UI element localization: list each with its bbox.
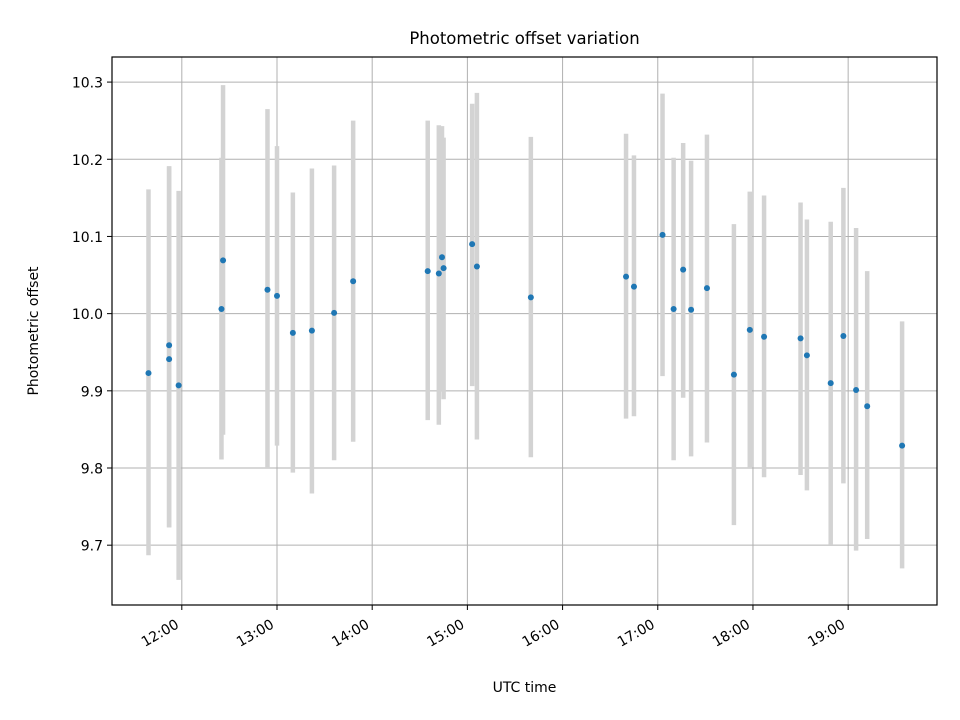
y-tick-label: 10.1: [72, 230, 103, 246]
data-point: [623, 273, 630, 280]
data-point: [864, 403, 871, 410]
chart-title: Photometric offset variation: [409, 29, 639, 48]
data-point: [469, 241, 476, 248]
grid: [112, 57, 937, 605]
data-point: [527, 294, 534, 301]
data-point: [308, 327, 315, 334]
data-point: [274, 292, 280, 299]
data-point: [680, 266, 687, 273]
data-point: [730, 371, 737, 378]
data-point: [761, 333, 768, 340]
data-point: [440, 265, 447, 272]
data-point: [175, 382, 182, 389]
data-point: [659, 231, 666, 238]
data-point: [331, 309, 338, 316]
data-point: [166, 342, 173, 349]
y-tick-label: 10.2: [72, 153, 103, 169]
plot-frame: [111, 56, 938, 606]
y-tick-label: 9.9: [81, 384, 103, 400]
data-point: [853, 387, 860, 394]
data-point: [670, 306, 677, 313]
data-point: [220, 257, 227, 264]
data-point: [264, 286, 271, 293]
data-point: [899, 442, 906, 449]
data-point: [840, 333, 847, 340]
data-point: [424, 268, 431, 275]
data-points: [145, 231, 906, 449]
data-point: [435, 270, 442, 277]
data-point: [218, 306, 225, 313]
data-point: [746, 326, 753, 333]
data-point: [703, 285, 710, 292]
data-point: [439, 254, 445, 261]
data-point: [145, 370, 152, 377]
data-point: [688, 306, 695, 313]
data-point: [350, 278, 357, 285]
y-axis: 9.7 9.8 9.9 10.0 10.1 10.2 10.3: [72, 76, 112, 555]
y-tick-label: 9.7: [81, 539, 103, 555]
y-tick-label: 10.0: [72, 307, 103, 323]
y-tick-label: 10.3: [72, 76, 103, 92]
y-axis-label: Photometric offset: [26, 266, 42, 396]
data-point: [473, 263, 480, 270]
data-point: [289, 329, 296, 336]
data-point: [803, 352, 810, 359]
data-point: [827, 380, 834, 387]
x-axis-label: UTC time: [493, 680, 557, 696]
y-tick-label: 9.8: [81, 462, 103, 478]
data-point: [630, 283, 637, 290]
data-point: [166, 356, 173, 363]
data-point: [797, 335, 804, 342]
